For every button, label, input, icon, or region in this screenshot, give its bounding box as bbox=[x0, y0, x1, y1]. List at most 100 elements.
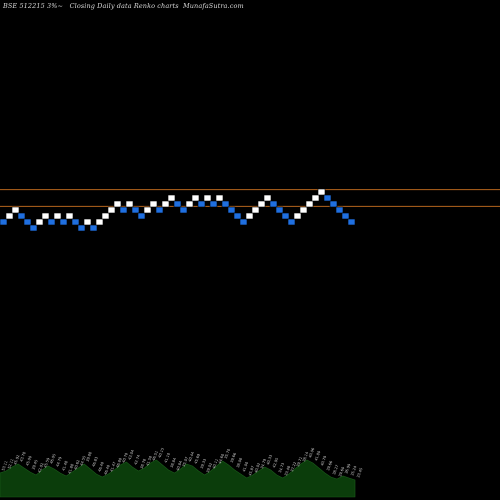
volume-label: 39.60 bbox=[338, 466, 346, 478]
volume-label: 52.11 bbox=[7, 458, 14, 469]
renko-brick-down bbox=[209, 200, 218, 208]
renko-brick-down bbox=[323, 194, 332, 202]
renko-brick-up bbox=[83, 218, 92, 226]
renko-brick-up bbox=[107, 206, 116, 214]
volume-label: 40.33 bbox=[266, 454, 273, 465]
volume-label: 39.88 bbox=[85, 451, 93, 463]
renko-brick-down bbox=[269, 200, 278, 208]
volume-label: 46.51 bbox=[152, 450, 159, 461]
renko-brick-down bbox=[137, 212, 146, 220]
renko-brick-up bbox=[185, 200, 194, 208]
volume-label: 38.27 bbox=[332, 464, 339, 475]
renko-brick-down bbox=[341, 212, 350, 220]
renko-brick-down bbox=[335, 206, 344, 214]
renko-brick-up bbox=[317, 188, 326, 196]
volume-label: 39.66 bbox=[326, 460, 334, 472]
renko-brick-up bbox=[257, 200, 266, 208]
volume-label: 41.50 bbox=[146, 455, 154, 467]
volume-label: 41.88 bbox=[67, 463, 75, 475]
volume-label: 38.14 bbox=[302, 451, 310, 463]
volume-label: 39.33 bbox=[200, 458, 207, 469]
renko-brick-down bbox=[275, 206, 284, 214]
volume-label: 40.84 bbox=[176, 460, 184, 472]
renko-brick-up bbox=[65, 212, 74, 220]
volume-label: 41.80 bbox=[314, 450, 322, 462]
volume-label: 42.95 bbox=[272, 457, 279, 468]
volume-label: 41.10 bbox=[164, 452, 172, 464]
chart-type-label: Closing Daily data Renko charts bbox=[69, 2, 179, 10]
volume-label: 44.79 bbox=[55, 456, 63, 468]
renko-brick-down bbox=[59, 218, 68, 226]
volume-label: 43.78 bbox=[19, 451, 27, 463]
renko-brick-up bbox=[35, 218, 44, 226]
renko-brick-up bbox=[293, 212, 302, 220]
volume-label: 40.62 bbox=[73, 459, 80, 470]
volume-label: 38.08 bbox=[236, 457, 244, 469]
renko-brick-up bbox=[191, 194, 200, 202]
volume-label: 45.69 bbox=[194, 453, 202, 465]
renko-brick-up bbox=[125, 200, 134, 208]
renko-brick-down bbox=[233, 212, 242, 220]
volume-label: 43.04 bbox=[128, 449, 136, 461]
renko-brick-down bbox=[227, 206, 236, 214]
renko-brick-up bbox=[161, 200, 170, 208]
renko-brick-down bbox=[71, 218, 80, 226]
renko-brick-down bbox=[47, 218, 56, 226]
volume-label: 35.07 bbox=[182, 456, 189, 467]
renko-brick-up bbox=[149, 200, 158, 208]
volume-label: 40.15 bbox=[158, 447, 165, 458]
volume-label: 34.73 bbox=[278, 462, 285, 473]
volume-label: 41.47 bbox=[109, 461, 116, 472]
renko-brick-down bbox=[197, 200, 206, 208]
volume-label: 41.00 bbox=[242, 461, 250, 473]
renko-brick-up bbox=[263, 194, 272, 202]
volume-label: 35.24 bbox=[350, 465, 358, 477]
volume-label: 53.11 bbox=[1, 460, 8, 471]
volume-label: 46.80 bbox=[115, 457, 123, 469]
renko-brick-up bbox=[299, 206, 308, 214]
volume-label: 40.02 bbox=[254, 462, 261, 473]
renko-brick-down bbox=[23, 218, 32, 226]
renko-brick-down bbox=[239, 218, 248, 226]
renko-brick-down bbox=[155, 206, 164, 214]
source-label: MunafaSutra.com bbox=[183, 2, 244, 10]
renko-brick-up bbox=[167, 194, 176, 202]
chart-header: BSE 512215 3%~ Closing Daily data Renko … bbox=[3, 2, 244, 10]
volume-area bbox=[0, 459, 356, 498]
volume-label: 38.84 bbox=[170, 457, 178, 469]
volume-label: 40.79 bbox=[320, 455, 328, 467]
volume-label: 39.45 bbox=[31, 459, 38, 470]
renko-brick-down bbox=[281, 212, 290, 220]
renko-brick-down bbox=[221, 200, 230, 208]
volume-label: 42.74 bbox=[134, 454, 142, 466]
arrow-icon: ~ bbox=[57, 2, 64, 10]
renko-brick-up bbox=[5, 212, 14, 220]
renko-brick-down bbox=[29, 224, 38, 232]
volume-label: 44.55 bbox=[79, 455, 86, 466]
renko-brick-down bbox=[287, 218, 296, 226]
volume-label: 45.00 bbox=[25, 455, 33, 467]
renko-brick-down bbox=[0, 218, 8, 226]
renko-brick-up bbox=[113, 200, 122, 208]
renko-brick-up bbox=[251, 206, 260, 214]
volume-label: 39.71 bbox=[296, 456, 303, 467]
volume-label: 39.02 bbox=[206, 462, 213, 473]
renko-brick-down bbox=[329, 200, 338, 208]
volume-label: 46.40 bbox=[103, 464, 111, 476]
volume-label: 34.79 bbox=[260, 458, 268, 470]
volume-label: 36.99 bbox=[344, 463, 352, 475]
renko-brick-up bbox=[143, 206, 152, 214]
volume-label: 38.78 bbox=[140, 458, 148, 470]
renko-brick-up bbox=[245, 212, 254, 220]
renko-brick-up bbox=[101, 212, 110, 220]
renko-brick-up bbox=[53, 212, 62, 220]
renko-brick-down bbox=[173, 200, 182, 208]
renko-brick-up bbox=[203, 194, 212, 202]
renko-brick-down bbox=[89, 224, 98, 232]
volume-label: 40.11 bbox=[212, 458, 219, 469]
volume-label: 41.48 bbox=[61, 460, 69, 472]
renko-brick-up bbox=[311, 194, 320, 202]
volume-label: 46.40 bbox=[97, 461, 105, 473]
renko-brick-down bbox=[77, 224, 86, 232]
